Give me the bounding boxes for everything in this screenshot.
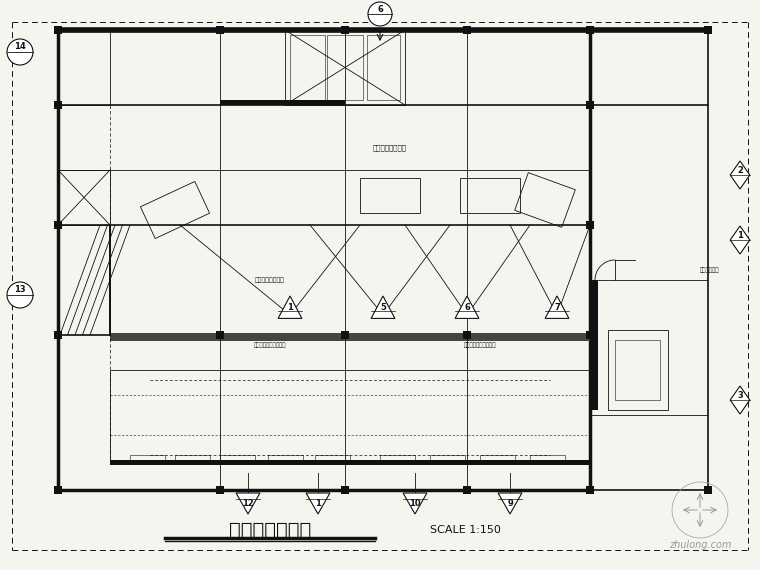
Bar bbox=[463, 486, 471, 494]
Bar bbox=[290, 35, 325, 100]
Bar bbox=[54, 101, 62, 109]
Bar bbox=[54, 331, 62, 339]
Polygon shape bbox=[455, 296, 479, 319]
Bar bbox=[608, 330, 668, 410]
Text: 2: 2 bbox=[737, 166, 743, 174]
Polygon shape bbox=[498, 493, 522, 514]
Bar bbox=[586, 331, 594, 339]
Text: 9: 9 bbox=[507, 499, 513, 508]
Text: 二层平面索引图: 二层平面索引图 bbox=[229, 520, 311, 539]
Bar bbox=[315, 455, 350, 463]
Bar bbox=[58, 225, 110, 335]
Bar bbox=[130, 455, 165, 463]
Bar bbox=[54, 221, 62, 229]
Bar bbox=[54, 486, 62, 494]
Bar bbox=[380, 455, 415, 463]
Text: 10: 10 bbox=[409, 499, 421, 508]
Bar bbox=[704, 26, 712, 34]
Bar bbox=[341, 331, 349, 339]
Bar bbox=[590, 280, 598, 410]
Text: 12: 12 bbox=[242, 499, 254, 508]
Text: 1: 1 bbox=[737, 231, 743, 239]
Polygon shape bbox=[403, 493, 427, 514]
Polygon shape bbox=[730, 226, 750, 254]
Bar bbox=[110, 225, 590, 335]
Polygon shape bbox=[236, 493, 260, 514]
Polygon shape bbox=[371, 296, 395, 319]
Bar bbox=[220, 455, 255, 463]
Bar bbox=[590, 30, 708, 490]
Bar bbox=[175, 455, 210, 463]
Bar bbox=[367, 35, 400, 100]
Bar bbox=[341, 26, 349, 34]
Bar bbox=[54, 26, 62, 34]
Bar bbox=[430, 455, 465, 463]
Text: 展示内容地区: 展示内容地区 bbox=[700, 267, 720, 273]
Text: SCALE 1:150: SCALE 1:150 bbox=[430, 525, 501, 535]
Text: 展示台及展示内容地区: 展示台及展示内容地区 bbox=[464, 342, 496, 348]
Bar bbox=[220, 100, 345, 105]
Polygon shape bbox=[278, 296, 302, 319]
Bar bbox=[58, 30, 590, 490]
Bar bbox=[463, 331, 471, 339]
Text: 3: 3 bbox=[737, 390, 743, 400]
Text: 展示台及展示内容地区: 展示台及展示内容地区 bbox=[254, 342, 287, 348]
Bar bbox=[480, 455, 515, 463]
Bar bbox=[586, 221, 594, 229]
Bar bbox=[58, 30, 110, 105]
Bar bbox=[704, 486, 712, 494]
Bar bbox=[586, 486, 594, 494]
Bar bbox=[530, 455, 565, 463]
Bar bbox=[586, 26, 594, 34]
Text: 6: 6 bbox=[377, 5, 383, 14]
Bar bbox=[110, 370, 590, 460]
Bar bbox=[463, 26, 471, 34]
Bar bbox=[327, 35, 363, 100]
Bar bbox=[285, 30, 405, 105]
Bar bbox=[615, 340, 660, 400]
Polygon shape bbox=[730, 161, 750, 189]
Text: 1: 1 bbox=[287, 303, 293, 312]
Text: 6: 6 bbox=[464, 303, 470, 312]
Bar bbox=[586, 101, 594, 109]
Text: 13: 13 bbox=[14, 286, 26, 294]
Text: 展示台及展示内容: 展示台及展示内容 bbox=[255, 277, 285, 283]
Circle shape bbox=[368, 2, 392, 26]
Polygon shape bbox=[545, 296, 569, 319]
Bar bbox=[268, 455, 303, 463]
Text: zhulong.com: zhulong.com bbox=[669, 540, 731, 550]
Bar bbox=[216, 26, 224, 34]
Polygon shape bbox=[730, 386, 750, 414]
Bar bbox=[216, 486, 224, 494]
Circle shape bbox=[7, 39, 33, 65]
Text: 展示区及展台地区: 展示区及展台地区 bbox=[373, 145, 407, 151]
Bar bbox=[216, 331, 224, 339]
Text: 14: 14 bbox=[14, 42, 26, 51]
Text: 5: 5 bbox=[380, 303, 386, 312]
Bar bbox=[341, 486, 349, 494]
Text: 7: 7 bbox=[554, 303, 560, 312]
Bar bbox=[110, 333, 590, 341]
Bar bbox=[110, 460, 590, 465]
Polygon shape bbox=[306, 493, 330, 514]
Circle shape bbox=[7, 282, 33, 308]
Text: 1: 1 bbox=[315, 499, 321, 508]
Bar bbox=[58, 170, 110, 225]
